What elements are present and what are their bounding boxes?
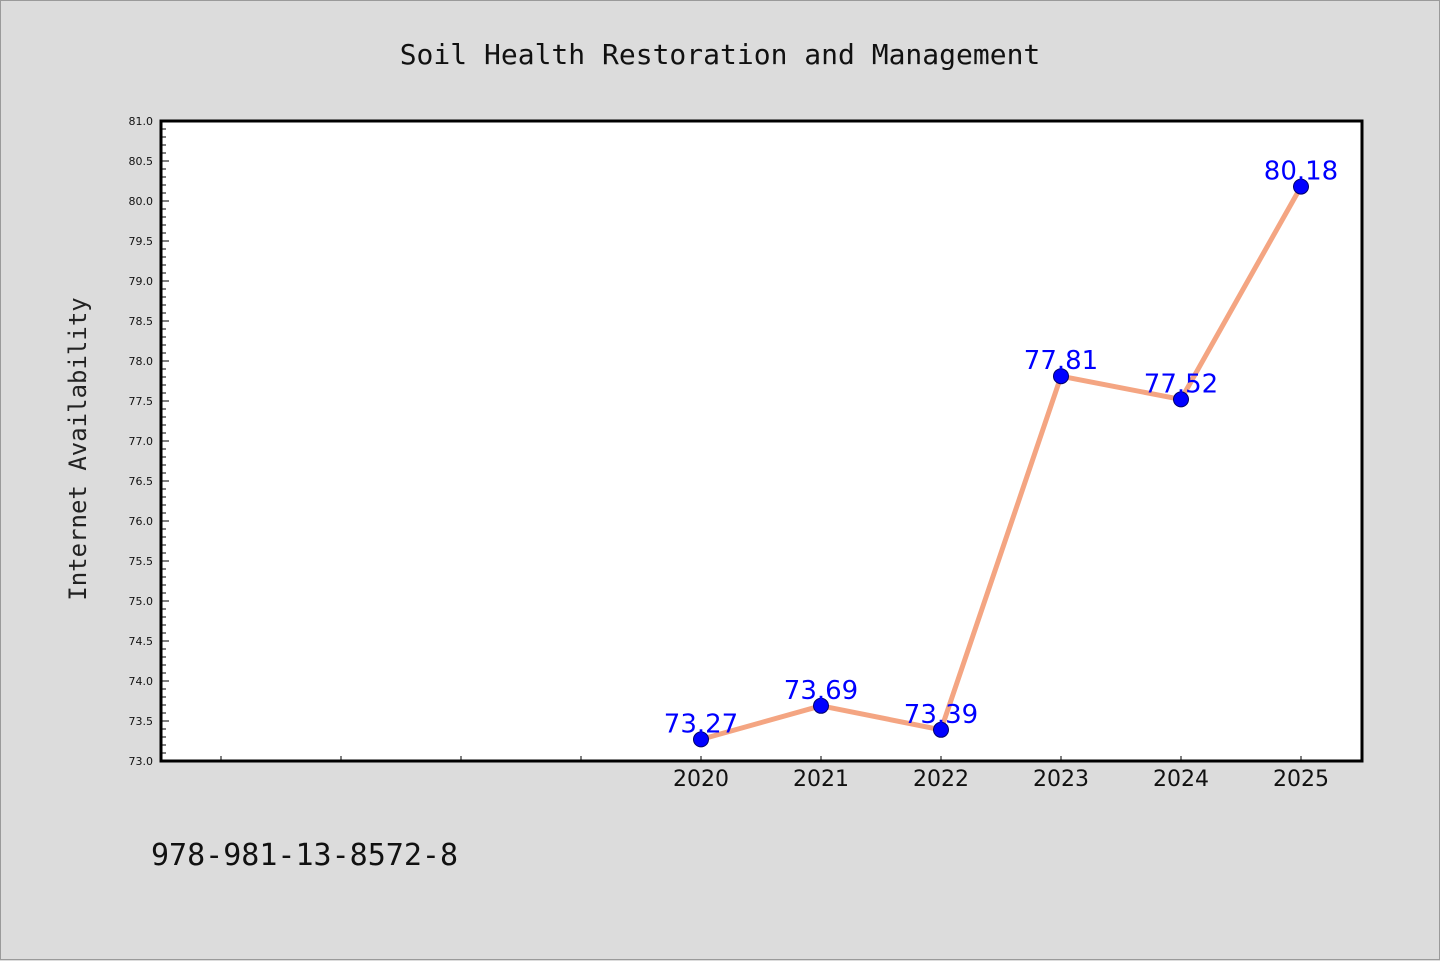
y-tick-label: 79.0 [129, 275, 154, 288]
x-tick-label: 2024 [1153, 767, 1209, 792]
plot-area [161, 121, 1362, 761]
y-tick-label: 75.5 [129, 555, 154, 568]
x-tick-label: 2020 [673, 767, 729, 792]
chart-title: Soil Health Restoration and Management [400, 38, 1041, 71]
y-tick-label: 78.5 [129, 315, 154, 328]
y-tick-label: 73.0 [129, 755, 154, 768]
x-tick-label: 2022 [913, 767, 969, 792]
isbn-text: 978-981-13-8572-8 [151, 838, 458, 873]
y-tick-label: 78.0 [129, 355, 154, 368]
data-point-marker [933, 721, 949, 738]
y-tick-label: 77.0 [129, 435, 154, 448]
data-label: 77.81 [1024, 346, 1098, 376]
y-axis-ticks: 73.0 73.5 74.0 74.5 75.0 75.5 76.0 76.5 77.0 77.5… [129, 115, 169, 768]
x-tick-label: 2021 [793, 767, 849, 792]
y-tick-label: 76.0 [129, 515, 154, 528]
y-tick-label: 75.0 [129, 595, 154, 608]
y-axis-label: Internet Availability [64, 297, 92, 600]
series-line [700, 185, 1304, 742]
data-label: 80.18 [1264, 157, 1338, 187]
y-tick-label: 77.5 [129, 395, 154, 408]
data-point-marker [813, 697, 829, 714]
data-point-marker [1053, 368, 1069, 385]
x-tick-label: 2023 [1033, 767, 1089, 792]
y-tick-label: 81.0 [129, 115, 154, 128]
y-tick-label: 73.5 [129, 715, 154, 728]
y-tick-label: 79.5 [129, 235, 154, 248]
y-tick-label: 74.0 [129, 675, 154, 688]
data-label: 77.52 [1144, 369, 1218, 399]
plot-frame [159, 119, 1364, 763]
data-point-marker [1293, 178, 1309, 195]
x-tick-label: 2025 [1273, 767, 1329, 792]
data-point-marker [1173, 391, 1189, 408]
data-points [693, 178, 1309, 748]
data-label: 73.39 [904, 700, 978, 730]
y-tick-label: 74.5 [129, 635, 154, 648]
y-tick-label: 80.0 [129, 195, 154, 208]
x-axis-ticks: 2020 2021 2022 2023 2024 2025 [220, 756, 1329, 792]
y-tick-label: 76.5 [129, 475, 154, 488]
y-tick-label: 80.5 [129, 155, 154, 168]
data-label: 73.27 [664, 709, 738, 739]
data-point-marker [693, 731, 709, 748]
data-label: 73.69 [784, 676, 858, 706]
data-labels: 73.27 73.69 73.39 77.81 77.52 80.18 [664, 157, 1338, 740]
